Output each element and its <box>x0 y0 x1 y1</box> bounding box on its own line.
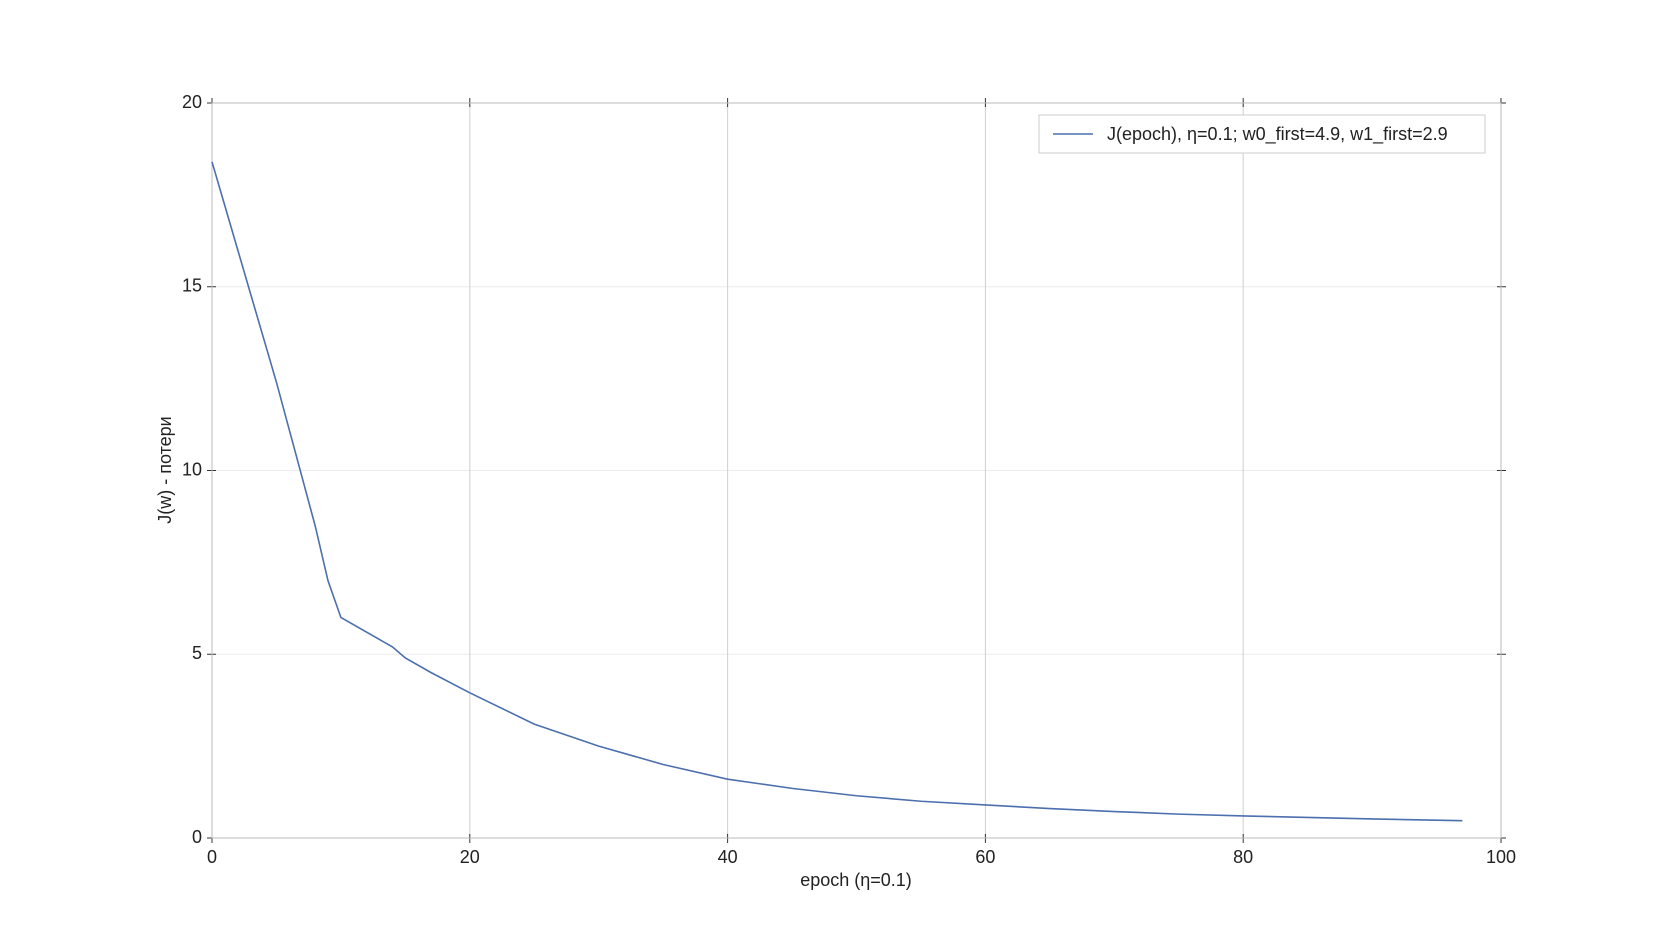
y-tick-label: 20 <box>182 92 202 112</box>
legend-box <box>1038 114 1486 154</box>
x-tick-label: 80 <box>1233 847 1253 867</box>
data-line <box>211 161 1463 822</box>
x-tick-label: 100 <box>1486 847 1516 867</box>
x-axis-label: epoch (η=0.1) <box>800 870 912 890</box>
x-tick-label: 0 <box>207 847 217 867</box>
plot-frame <box>211 102 1502 839</box>
y-axis-label: J(w) - потери <box>155 416 175 523</box>
legend: J(epoch), η=0.1; w0_first=4.9, w1_first=… <box>1038 114 1486 154</box>
x-tick-label: 20 <box>460 847 480 867</box>
y-tick-label: 15 <box>182 276 202 296</box>
x-tick-label: 40 <box>718 847 738 867</box>
legend-label: J(epoch), η=0.1; w0_first=4.9, w1_first=… <box>1107 124 1448 145</box>
y-tick-label: 0 <box>192 827 202 847</box>
y-tick-label: 10 <box>182 459 202 479</box>
x-tick-label: 60 <box>975 847 995 867</box>
y-tick-label: 5 <box>192 643 202 663</box>
